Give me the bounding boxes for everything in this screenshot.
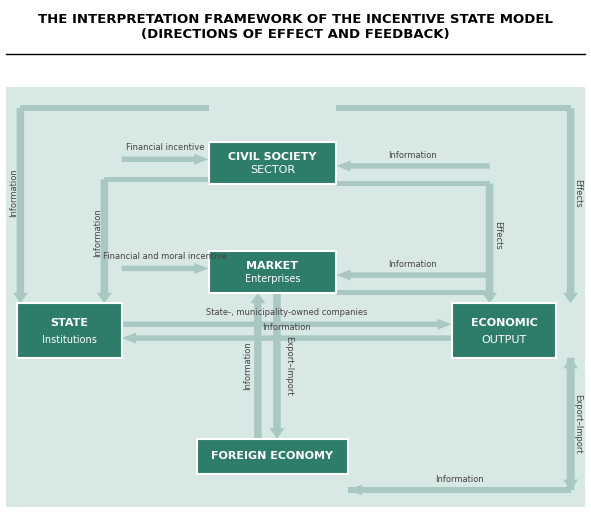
Bar — [348, 487, 570, 493]
Polygon shape — [122, 154, 209, 165]
FancyBboxPatch shape — [197, 439, 348, 474]
Text: Information: Information — [93, 208, 102, 258]
FancyBboxPatch shape — [452, 303, 556, 358]
Polygon shape — [563, 358, 578, 490]
Text: CIVIL SOCIETY: CIVIL SOCIETY — [228, 152, 317, 162]
Text: Information: Information — [262, 323, 311, 332]
Text: OUTPUT: OUTPUT — [482, 335, 527, 346]
Bar — [336, 290, 489, 295]
Text: Information: Information — [243, 342, 252, 390]
Text: SECTOR: SECTOR — [250, 165, 295, 175]
Text: (DIRECTIONS OF EFFECT AND FEEDBACK): (DIRECTIONS OF EFFECT AND FEEDBACK) — [141, 28, 450, 41]
Text: Enterprises: Enterprises — [245, 274, 300, 284]
Polygon shape — [269, 293, 284, 439]
Polygon shape — [122, 319, 452, 330]
Polygon shape — [563, 108, 578, 303]
Text: STATE: STATE — [51, 318, 89, 329]
Text: State-, municipality-owned companies: State-, municipality-owned companies — [206, 308, 368, 317]
Text: THE INTERPRETATION FRAMEWORK OF THE INCENTIVE STATE MODEL: THE INTERPRETATION FRAMEWORK OF THE INCE… — [38, 13, 553, 26]
Bar — [336, 105, 571, 111]
Text: ECONOMIC: ECONOMIC — [470, 318, 537, 329]
Text: Effects: Effects — [573, 179, 582, 207]
Text: Information: Information — [435, 475, 483, 484]
Bar — [105, 177, 209, 182]
Polygon shape — [97, 179, 112, 303]
Bar — [567, 358, 574, 490]
Text: MARKET: MARKET — [246, 261, 298, 271]
Text: FOREIGN ECONOMY: FOREIGN ECONOMY — [212, 452, 333, 461]
Text: Financial incentive: Financial incentive — [126, 143, 204, 152]
FancyBboxPatch shape — [209, 142, 336, 184]
Text: Institutions: Institutions — [42, 335, 97, 346]
Polygon shape — [563, 358, 578, 490]
Polygon shape — [122, 263, 209, 274]
Bar — [336, 181, 489, 186]
Polygon shape — [348, 485, 570, 496]
Text: Export–Import: Export–Import — [573, 394, 582, 454]
Text: Effects: Effects — [493, 221, 502, 249]
Text: Information: Information — [9, 168, 18, 218]
Polygon shape — [336, 270, 489, 281]
Bar — [20, 105, 209, 111]
Text: Financial and moral incentive: Financial and moral incentive — [103, 252, 227, 261]
FancyBboxPatch shape — [209, 251, 336, 293]
Text: Information: Information — [388, 260, 437, 269]
Text: Information: Information — [388, 151, 437, 160]
FancyBboxPatch shape — [18, 303, 122, 358]
Polygon shape — [122, 333, 452, 344]
Polygon shape — [251, 293, 265, 439]
Polygon shape — [482, 184, 497, 303]
Polygon shape — [13, 108, 28, 303]
Text: Export–Import: Export–Import — [284, 336, 293, 396]
Polygon shape — [336, 161, 489, 172]
